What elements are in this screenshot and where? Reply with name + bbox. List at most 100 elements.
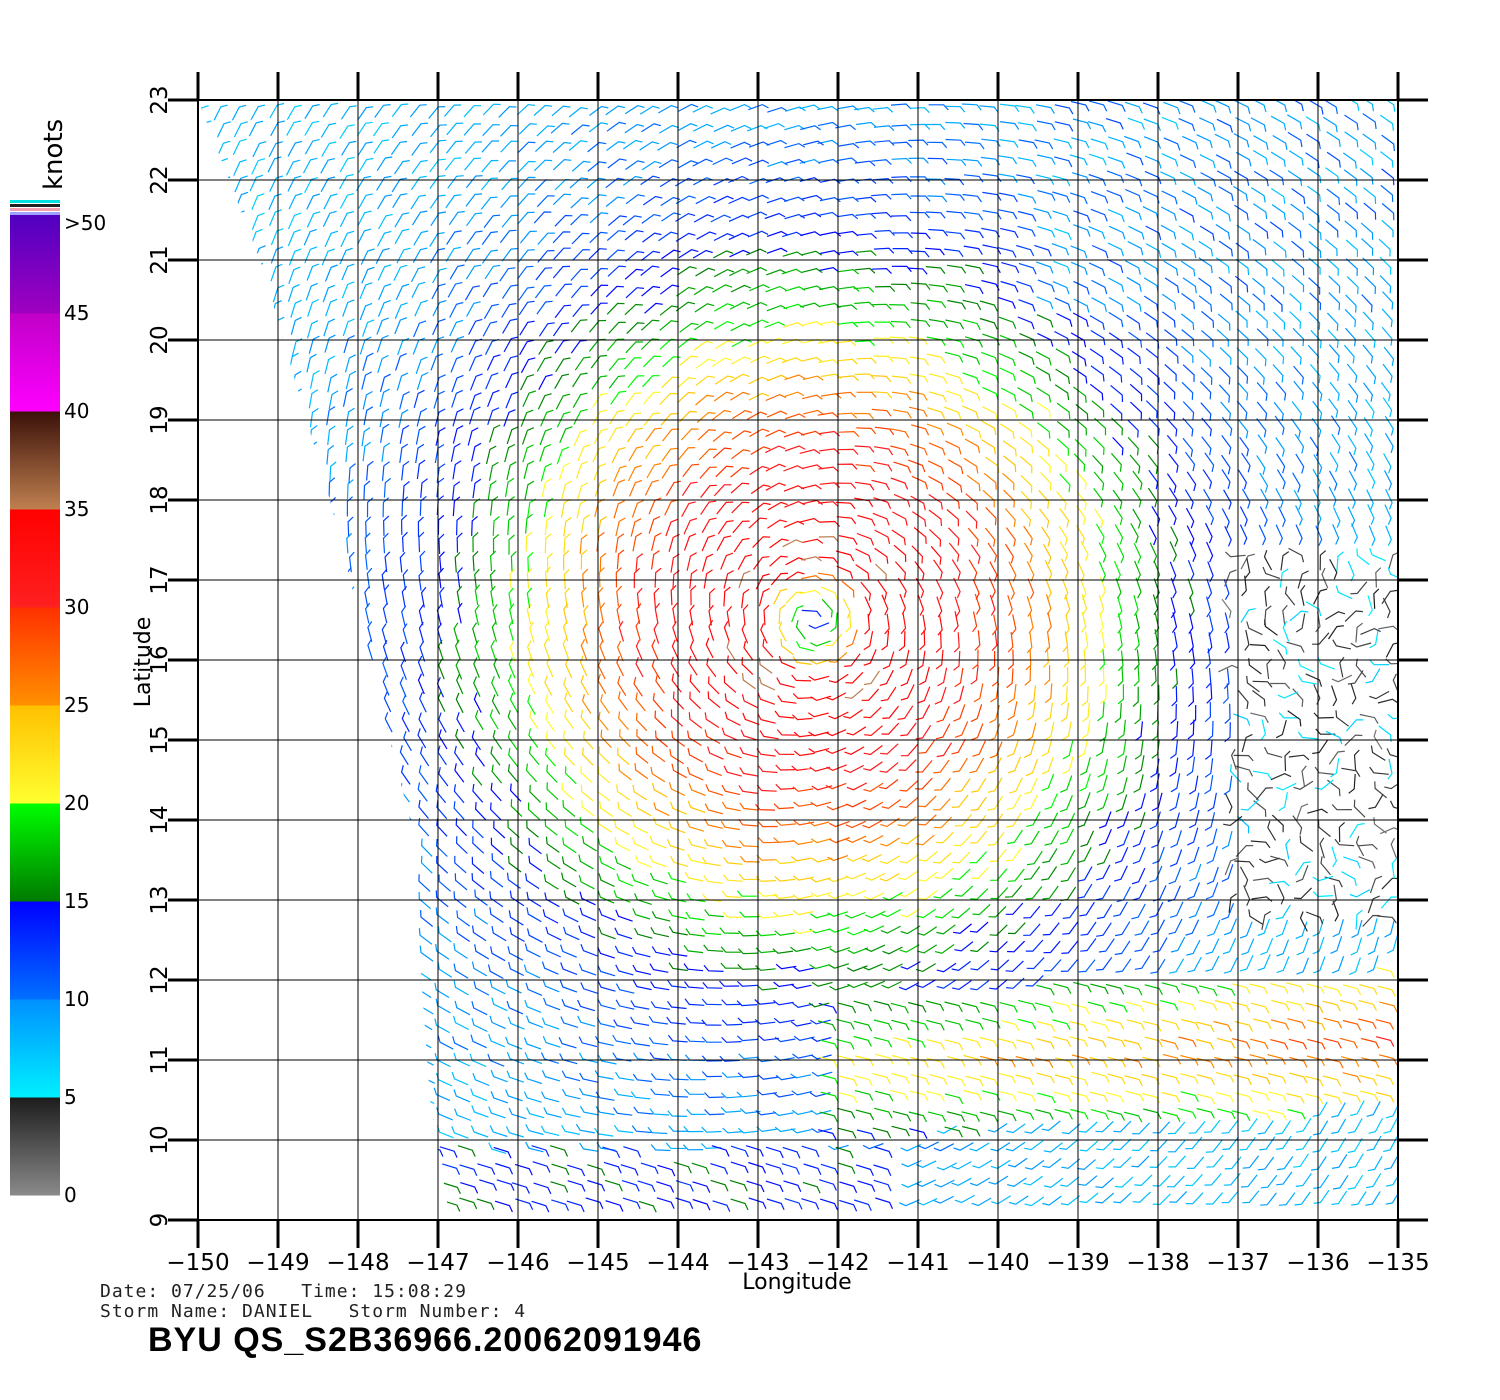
colorbar-band <box>10 999 60 1098</box>
wind-vectors <box>1284 586 1296 606</box>
wind-vectors <box>1297 674 1398 879</box>
wind-vectors <box>650 489 1033 831</box>
wind-vectors <box>490 746 833 987</box>
wind-vectors <box>616 393 787 662</box>
wind-vectors <box>225 265 1124 1209</box>
wind-vectors <box>363 177 1112 937</box>
wind-vectors <box>633 445 998 792</box>
wind-vectors <box>701 215 1124 1159</box>
wind-vectors <box>774 858 796 865</box>
wind-vectors <box>642 375 1091 880</box>
colorbar-label: 40 <box>64 399 89 423</box>
wind-vectors <box>670 463 906 771</box>
wind-vectors <box>1331 670 1364 811</box>
wind-vectors <box>1224 857 1238 876</box>
wind-vectors <box>698 448 1000 703</box>
wind-vectors <box>1297 731 1318 740</box>
wind-vectors <box>1234 765 1254 777</box>
wind-vectors <box>218 160 1394 1172</box>
wind-vectors <box>556 321 1056 1104</box>
wind-vectors <box>616 427 997 809</box>
y-axis-title: Latitude <box>131 617 156 708</box>
wind-vectors <box>670 481 942 755</box>
wind-vectors <box>400 175 1230 1010</box>
wind-vectors <box>819 302 1140 687</box>
wind-vectors <box>253 177 1374 1151</box>
wind-vectors <box>766 357 1270 1068</box>
wind-vectors <box>455 248 1179 1213</box>
wind-vectors <box>220 104 1393 1204</box>
wind-vectors <box>472 319 893 1012</box>
wind-vectors <box>580 549 1161 1068</box>
wind-vectors <box>293 139 1320 1081</box>
wind-vectors <box>519 339 1176 1193</box>
wind-vectors <box>564 392 1378 1084</box>
latitude-tick-labels: 9 10 11 12 13 14 15 16 17 18 19 20 21 22 23 <box>147 85 173 1227</box>
wind-vectors <box>1027 685 1326 1031</box>
wind-vectors <box>582 386 1142 900</box>
wind-vectors <box>1379 827 1398 835</box>
wind-vectors <box>874 563 887 582</box>
lon-tick-label: −143 <box>726 1250 789 1276</box>
wind-vectors <box>795 619 806 640</box>
wind-vectors <box>1287 710 1302 727</box>
colorbar-band <box>10 215 60 314</box>
wind-vectors <box>400 214 832 1043</box>
wind-vectors <box>1289 610 1390 666</box>
wind-vectors <box>659 305 1058 989</box>
wind-vectors <box>669 560 1126 1048</box>
storm-info-line: Storm Name: DANIEL Storm Number: 4 <box>100 1301 526 1322</box>
wind-vectors <box>562 405 1342 1087</box>
wind-vectors <box>332 231 1196 1192</box>
wind-vectors <box>545 338 1287 1121</box>
wind-vectors <box>618 430 978 774</box>
wind-vectors <box>879 492 998 790</box>
lat-tick-label: 20 <box>147 325 173 354</box>
wind-vectors <box>756 912 1197 1013</box>
wind-vectors <box>296 262 1214 1192</box>
wind-vectors <box>563 225 1214 1061</box>
wind-vectors <box>1293 780 1338 906</box>
lon-tick-label: −136 <box>1286 1250 1349 1276</box>
wind-vectors <box>529 709 911 1084</box>
wind-vectors <box>936 704 1142 935</box>
wind-vectors <box>829 885 1023 1014</box>
wind-vectors <box>970 796 987 811</box>
wind-vectors <box>220 121 1364 1190</box>
wind-vectors <box>489 460 1106 954</box>
wind-vectors <box>838 286 1109 1031</box>
wind-vectors <box>635 459 1308 1050</box>
wind-vectors <box>455 318 999 1123</box>
wind-vectors <box>726 640 736 661</box>
wind-vectors <box>1250 840 1271 849</box>
wind-vectors <box>608 268 1055 996</box>
wind-vectors <box>910 443 1251 1049</box>
wind-vectors <box>736 523 1179 1011</box>
wind-vectors <box>864 670 880 686</box>
wind-vectors <box>687 800 706 813</box>
wind-vectors <box>1297 570 1363 622</box>
wind-vectors <box>1237 690 1349 727</box>
colorbar-band <box>10 411 60 510</box>
colorbar-band <box>10 607 60 706</box>
wind-vectors <box>526 373 1379 1102</box>
wind-vectors <box>201 105 1376 1153</box>
wind-vectors <box>615 527 1014 809</box>
wind-vectors <box>615 428 848 828</box>
wind-vectors <box>582 391 912 849</box>
wind-vectors <box>818 536 839 543</box>
wind-vectors <box>613 465 1037 861</box>
wind-vectors <box>202 122 1340 1206</box>
wind-vectors <box>201 121 1373 1206</box>
wind-vectors <box>784 374 1035 1067</box>
lon-tick-label: −141 <box>886 1250 949 1276</box>
wind-vectors <box>1335 585 1353 600</box>
wind-vectors <box>491 284 1127 775</box>
wind-vectors <box>528 719 1126 1122</box>
wind-vectors <box>1250 712 1269 724</box>
wind-vectors <box>471 211 1232 1191</box>
lon-tick-label: −150 <box>166 1250 229 1276</box>
colorbar-label: 25 <box>64 693 89 717</box>
wind-vectors <box>651 430 981 790</box>
wind-vectors <box>544 540 1251 1049</box>
